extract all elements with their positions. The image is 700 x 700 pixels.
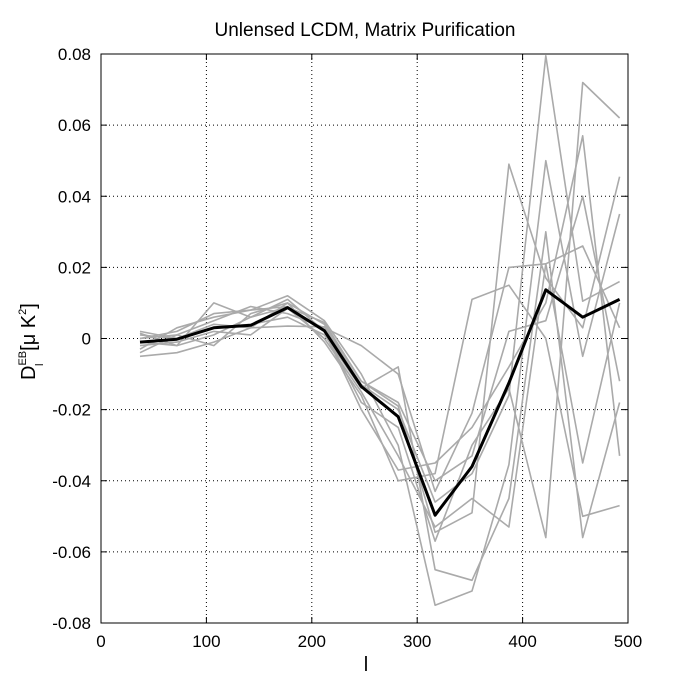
y-axis-label: DEB[μ K2] l <box>17 303 46 380</box>
y-tick-label: 0.08 <box>58 45 91 64</box>
grid <box>101 54 628 623</box>
x-tick-label: 200 <box>298 632 326 651</box>
svg-text:DEB[μ K2]: DEB[μ K2] <box>17 303 40 380</box>
y-tick-labels: -0.08 -0.06 -0.04 -0.02 0 0.02 0.04 0.06 0.08 <box>52 45 91 633</box>
y-axis-label-base: D <box>18 366 40 380</box>
realization-line <box>139 163 621 534</box>
realization-line <box>139 195 621 482</box>
mean-series-line <box>139 288 621 517</box>
realization-line <box>139 81 621 543</box>
x-tick-labels: 0 100 200 300 400 500 <box>96 632 642 651</box>
realization-line <box>139 284 620 518</box>
y-tick-label: 0.02 <box>58 258 91 277</box>
x-tick-label: 400 <box>508 632 536 651</box>
axis-ticks <box>100 53 629 624</box>
realization-line <box>139 135 621 471</box>
realization-line <box>139 262 621 493</box>
y-axis-label-unit: [μ K <box>18 314 40 351</box>
y-tick-label: -0.02 <box>52 401 91 420</box>
y-tick-label: -0.06 <box>52 543 91 562</box>
realization-line <box>139 159 621 607</box>
y-tick-label: 0.06 <box>58 116 91 135</box>
y-axis-label-superscript: EB <box>17 351 29 366</box>
y-tick-label: -0.08 <box>52 614 91 633</box>
y-axis-label-unit-close: ] <box>18 303 40 309</box>
x-axis-label: l <box>364 654 368 676</box>
chart-title: Unlensed LCDM, Matrix Purification <box>215 20 516 41</box>
y-axis-label-subscript: l <box>34 364 46 366</box>
x-tick-label: 0 <box>96 632 105 651</box>
x-tick-label: 300 <box>403 632 431 651</box>
mean-line <box>139 288 621 517</box>
x-tick-label: 100 <box>192 632 220 651</box>
y-axis-label-unit-power: 2 <box>17 309 29 315</box>
x-tick-label: 500 <box>614 632 642 651</box>
y-tick-label: 0.04 <box>58 187 91 206</box>
y-tick-label: -0.04 <box>52 472 91 491</box>
y-tick-label: 0 <box>82 330 91 349</box>
